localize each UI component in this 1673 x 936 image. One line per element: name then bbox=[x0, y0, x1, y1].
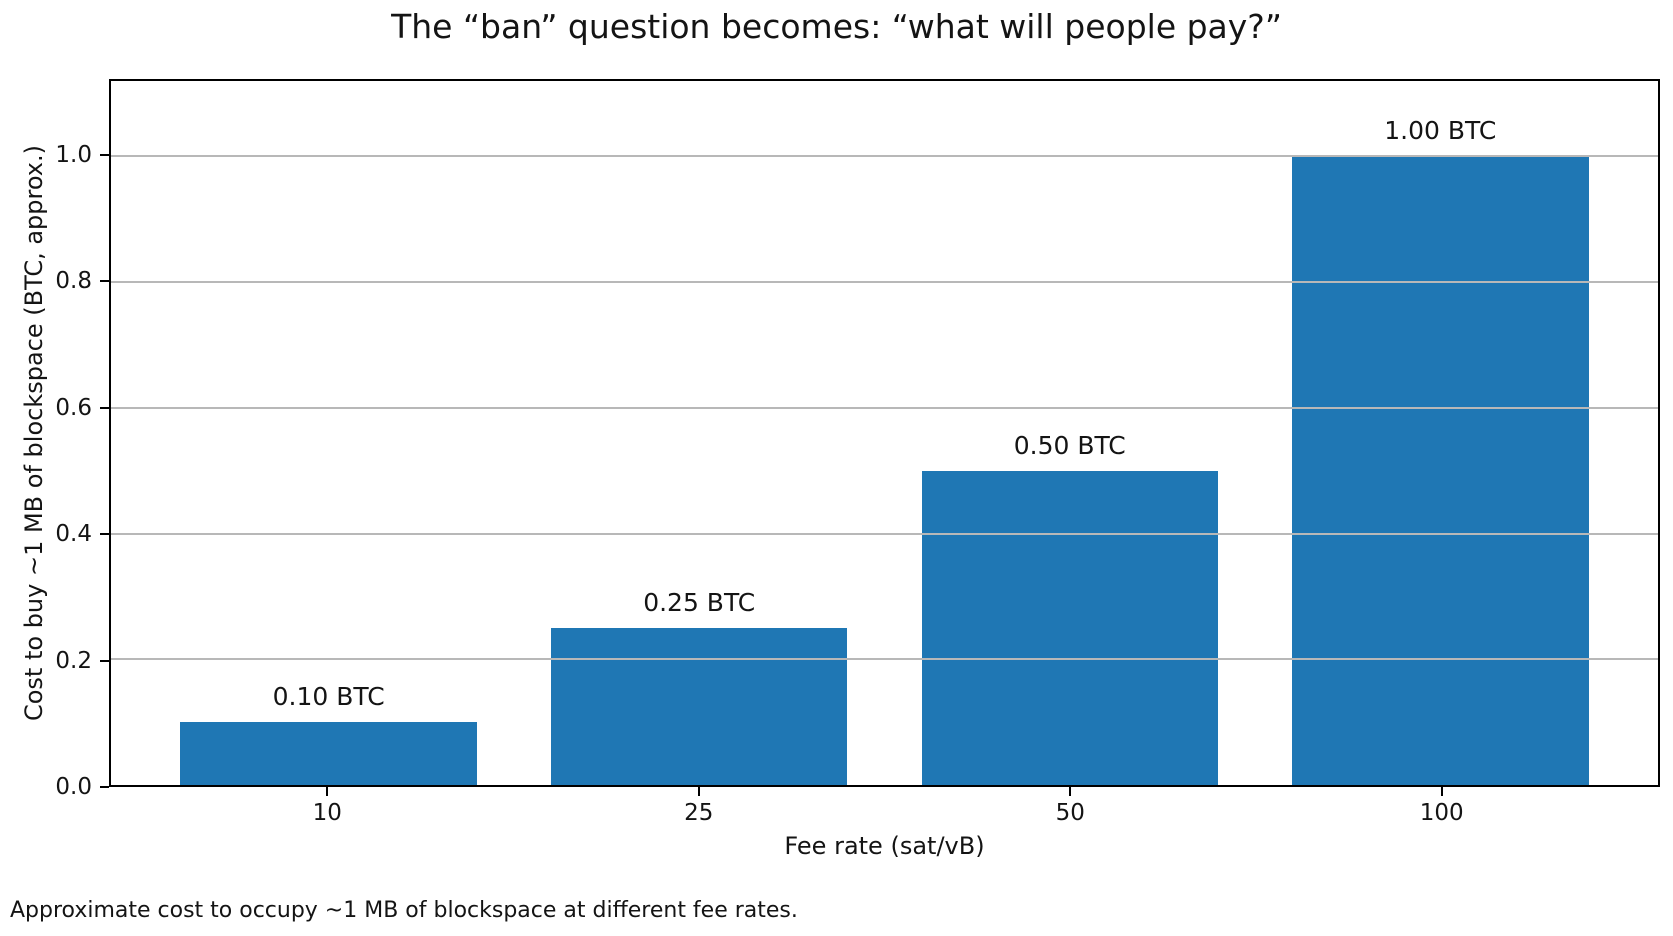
chart-title: The “ban” question becomes: “what will p… bbox=[391, 7, 1282, 46]
x-tick-mark bbox=[697, 787, 700, 796]
y-axis-ticks: 0.0 0.2 0.4 0.6 0.8 1.0 bbox=[0, 79, 109, 800]
bar bbox=[180, 722, 477, 785]
bar-value-label: 0.50 BTC bbox=[1013, 430, 1126, 460]
y-tick-mark bbox=[100, 659, 109, 662]
bar bbox=[551, 627, 848, 785]
y-tick-label: 0.8 bbox=[55, 268, 92, 295]
x-tick-mark bbox=[1069, 787, 1072, 796]
y-tick-label: 0.2 bbox=[55, 647, 92, 674]
y-tick-label: 0.6 bbox=[55, 394, 92, 421]
x-tick-label: 10 bbox=[312, 800, 342, 826]
gridline bbox=[111, 281, 1658, 284]
y-tick-label: 0.4 bbox=[55, 521, 92, 548]
y-tick-label: 1.0 bbox=[55, 141, 92, 168]
x-tick-mark bbox=[1440, 787, 1443, 796]
bar-value-label: 0.25 BTC bbox=[643, 587, 756, 617]
gridline bbox=[111, 155, 1658, 158]
gridline bbox=[111, 658, 1658, 661]
bar bbox=[1292, 156, 1589, 785]
x-tick-mark bbox=[326, 787, 329, 796]
y-tick-mark bbox=[100, 153, 109, 156]
bar-value-label: 1.00 BTC bbox=[1384, 116, 1497, 146]
y-tick-mark bbox=[100, 786, 109, 788]
plot-area: 0.10 BTC 0.25 BTC 0.50 BTC 1.00 BTC bbox=[109, 79, 1660, 787]
x-axis-ticks: 10 25 50 100 bbox=[109, 787, 1660, 837]
y-tick-mark bbox=[100, 280, 109, 283]
bar bbox=[921, 470, 1218, 785]
x-axis-label: Fee rate (sat/vB) bbox=[784, 832, 985, 860]
x-tick-label: 100 bbox=[1419, 800, 1464, 826]
x-tick-label: 25 bbox=[684, 800, 714, 826]
gridline bbox=[111, 406, 1658, 409]
y-tick-label: 0.0 bbox=[55, 774, 92, 800]
gridline bbox=[111, 532, 1658, 535]
x-tick-label: 50 bbox=[1055, 800, 1085, 826]
bar-value-label: 0.10 BTC bbox=[272, 682, 385, 712]
figure-caption: Approximate cost to occupy ~1 MB of bloc… bbox=[10, 898, 798, 923]
y-tick-mark bbox=[100, 406, 109, 409]
y-tick-mark bbox=[100, 533, 109, 536]
